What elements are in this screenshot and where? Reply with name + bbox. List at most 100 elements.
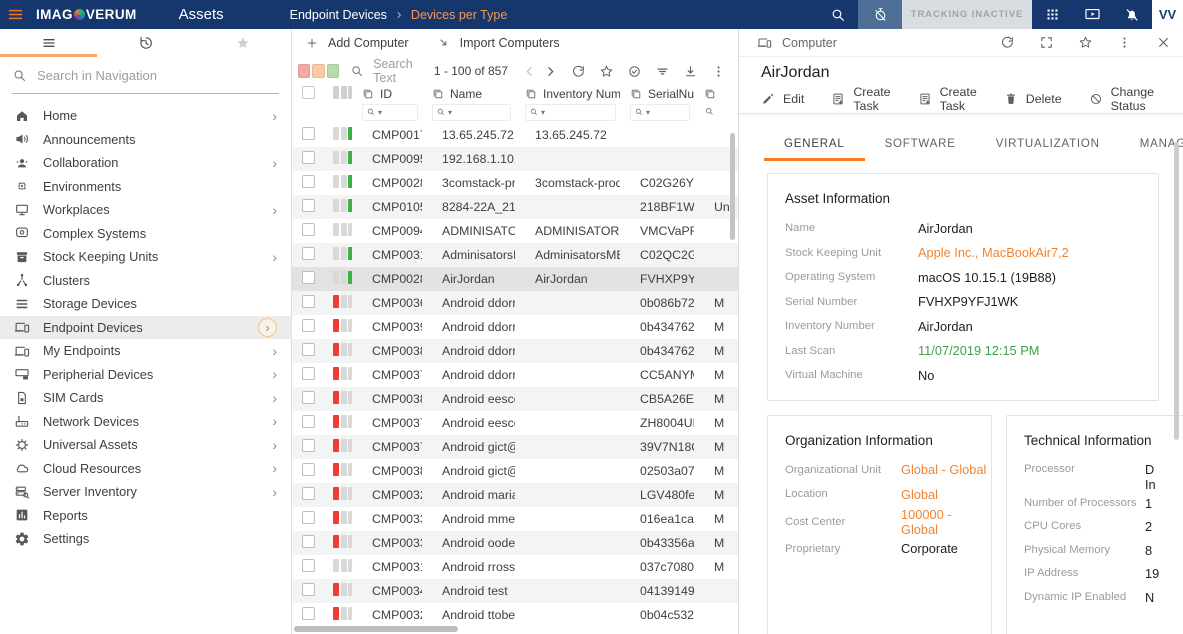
- table-row[interactable]: CMP00348 Android test 0413914900…: [292, 579, 738, 603]
- column-filter-input[interactable]: ▾: [362, 104, 418, 121]
- row-checkbox[interactable]: [302, 415, 315, 428]
- detail-scrollbar[interactable]: [1174, 142, 1179, 440]
- sidebar-item-clusters[interactable]: Clusters: [0, 269, 291, 293]
- column-header-name[interactable]: Name: [422, 87, 515, 101]
- edit-button[interactable]: Edit: [761, 92, 804, 106]
- column-filter-input[interactable]: ▾: [432, 104, 511, 121]
- sidebar-item-endpoint-devices[interactable]: Endpoint Devices ›: [0, 315, 291, 339]
- sidebar-item-stock-keeping-units[interactable]: Stock Keeping Units ›: [0, 245, 291, 269]
- row-checkbox[interactable]: [302, 247, 315, 260]
- refresh-button[interactable]: [571, 64, 586, 79]
- sidebar-item-network-devices[interactable]: Network Devices ›: [0, 410, 291, 434]
- import-computers-button[interactable]: Import Computers: [437, 36, 560, 50]
- column-filter-input[interactable]: ▾: [525, 104, 616, 121]
- column-header-id[interactable]: ID: [352, 87, 422, 101]
- tab-virtualization[interactable]: VIRTUALIZATION: [976, 130, 1120, 158]
- more-menu-button[interactable]: [711, 64, 726, 79]
- field-value-organizational-unit[interactable]: Global - Global: [901, 462, 987, 478]
- table-row[interactable]: CMP00289 3comstack-prod 3comstack-prod C02G…: [292, 171, 738, 195]
- grid-search-input[interactable]: Search Text: [350, 57, 434, 85]
- field-value-cost-center[interactable]: 100000 - Global: [901, 506, 952, 537]
- row-checkbox[interactable]: [302, 487, 315, 500]
- table-row[interactable]: CMP00173 13.65.245.72 13.65.245.72: [292, 123, 738, 147]
- table-row[interactable]: CMP00947 ADMINISATORS… ADMINISATORSMAC VMCV…: [292, 219, 738, 243]
- row-checkbox[interactable]: [302, 439, 315, 452]
- row-checkbox[interactable]: [302, 463, 315, 476]
- export-button[interactable]: [683, 64, 698, 79]
- notifications-button[interactable]: [1112, 0, 1152, 29]
- table-row[interactable]: CMP00375 Android eescott ZH8004UMLJ M: [292, 411, 738, 435]
- table-row[interactable]: CMP00317 Android rross 037c708044… M: [292, 555, 738, 579]
- table-row[interactable]: CMP00333 Android oodell 0b43356a02… M: [292, 531, 738, 555]
- fullscreen-button[interactable]: [1039, 35, 1054, 50]
- global-search-button[interactable]: [818, 0, 858, 29]
- sidebar-item-universal-assets[interactable]: Universal Assets ›: [0, 433, 291, 457]
- add-computer-button[interactable]: Add Computer: [305, 36, 409, 50]
- row-checkbox[interactable]: [302, 127, 315, 140]
- row-checkbox[interactable]: [302, 223, 315, 236]
- tab-general[interactable]: GENERAL: [764, 130, 865, 161]
- status-filter-orange[interactable]: [312, 64, 325, 78]
- tab-software[interactable]: SOFTWARE: [865, 130, 976, 158]
- filter-button[interactable]: [655, 64, 670, 79]
- field-value-stock-keeping-unit[interactable]: Apple Inc., MacBookAir7,2: [918, 245, 1069, 261]
- sidebar-item-reports[interactable]: Reports: [0, 504, 291, 528]
- sidebar-item-cloud-resources[interactable]: Cloud Resources ›: [0, 457, 291, 481]
- horizontal-scrollbar[interactable]: [294, 626, 458, 632]
- sidebar-item-workplaces[interactable]: Workplaces ›: [0, 198, 291, 222]
- row-checkbox[interactable]: [302, 271, 315, 284]
- sidebar-item-settings[interactable]: Settings: [0, 527, 291, 551]
- table-row[interactable]: CMP00312 AdminisatorsMBP AdminisatorsMBP C0…: [292, 243, 738, 267]
- check-circle-button[interactable]: [627, 64, 642, 79]
- row-checkbox[interactable]: [302, 583, 315, 596]
- menu-button[interactable]: [0, 0, 30, 29]
- table-row[interactable]: CMP00377 Android gict@m4… 39V7N18C1… M: [292, 435, 738, 459]
- more-menu-button[interactable]: [1117, 35, 1132, 50]
- table-row[interactable]: CMP00286 AirJordan AirJordan FVHXP9YFJ…: [292, 267, 738, 291]
- refresh-button[interactable]: [1000, 35, 1015, 50]
- sidebar-item-complex-systems[interactable]: Complex Systems: [0, 222, 291, 246]
- status-filter-red[interactable]: [298, 64, 311, 78]
- tab-management[interactable]: MANAGEMENT: [1120, 130, 1183, 158]
- table-row[interactable]: CMP00953 192.168.1.101: [292, 147, 738, 171]
- row-checkbox[interactable]: [302, 607, 315, 620]
- table-row[interactable]: CMP00373 Android ddorrell CC5ANYM0… M: [292, 363, 738, 387]
- favorite-button[interactable]: [599, 64, 614, 79]
- row-checkbox[interactable]: [302, 319, 315, 332]
- row-checkbox[interactable]: [302, 367, 315, 380]
- sidebar-item-storage-devices[interactable]: Storage Devices: [0, 292, 291, 316]
- column-header-extra[interactable]: [694, 88, 739, 100]
- search-icon[interactable]: [704, 106, 716, 118]
- row-checkbox[interactable]: [302, 175, 315, 188]
- field-value-location[interactable]: Global: [901, 486, 938, 502]
- row-checkbox[interactable]: [302, 535, 315, 548]
- table-row[interactable]: CMP00326 Android ttober 0b04c53202…: [292, 603, 738, 627]
- row-checkbox[interactable]: [302, 295, 315, 308]
- change-status-button[interactable]: Change Status: [1089, 85, 1154, 113]
- apps-grid-button[interactable]: [1032, 0, 1072, 29]
- row-checkbox[interactable]: [302, 151, 315, 164]
- tab-favorites[interactable]: [194, 29, 291, 57]
- table-row[interactable]: CMP00398 Android ddorrell 0b43476202… M: [292, 315, 738, 339]
- tracking-toggle-button[interactable]: [858, 0, 902, 29]
- row-checkbox[interactable]: [302, 391, 315, 404]
- sidebar-item-announcements[interactable]: Announcements: [0, 128, 291, 152]
- create-task-button[interactable]: Create Task: [831, 85, 891, 113]
- table-row[interactable]: CMP00384 Android eescott CB5A26EP50 M: [292, 387, 738, 411]
- column-filter-input[interactable]: ▾: [630, 104, 690, 121]
- table-row[interactable]: CMP00366 Android ddorrell 0b086b7202… M: [292, 291, 738, 315]
- table-row[interactable]: CMP00380 Android ddorrell 0b43476202… M: [292, 339, 738, 363]
- row-checkbox[interactable]: [302, 199, 315, 212]
- user-avatar[interactable]: VV: [1152, 0, 1183, 29]
- row-checkbox[interactable]: [302, 559, 315, 572]
- tab-navigation-list[interactable]: [0, 29, 97, 57]
- sidebar-item-environments[interactable]: Environments: [0, 175, 291, 199]
- favorite-button[interactable]: [1078, 35, 1093, 50]
- sidebar-item-home[interactable]: Home ›: [0, 104, 291, 128]
- status-filter-green[interactable]: [326, 64, 340, 78]
- vertical-scrollbar[interactable]: [730, 133, 735, 240]
- create-task-button[interactable]: Create Task: [918, 85, 977, 113]
- sidebar-item-collaboration[interactable]: Collaboration ›: [0, 151, 291, 175]
- sidebar-item-server-inventory[interactable]: Server Inventory ›: [0, 480, 291, 504]
- table-row[interactable]: CMP01059 8284-22A_218BF… 218BF1W Un: [292, 195, 738, 219]
